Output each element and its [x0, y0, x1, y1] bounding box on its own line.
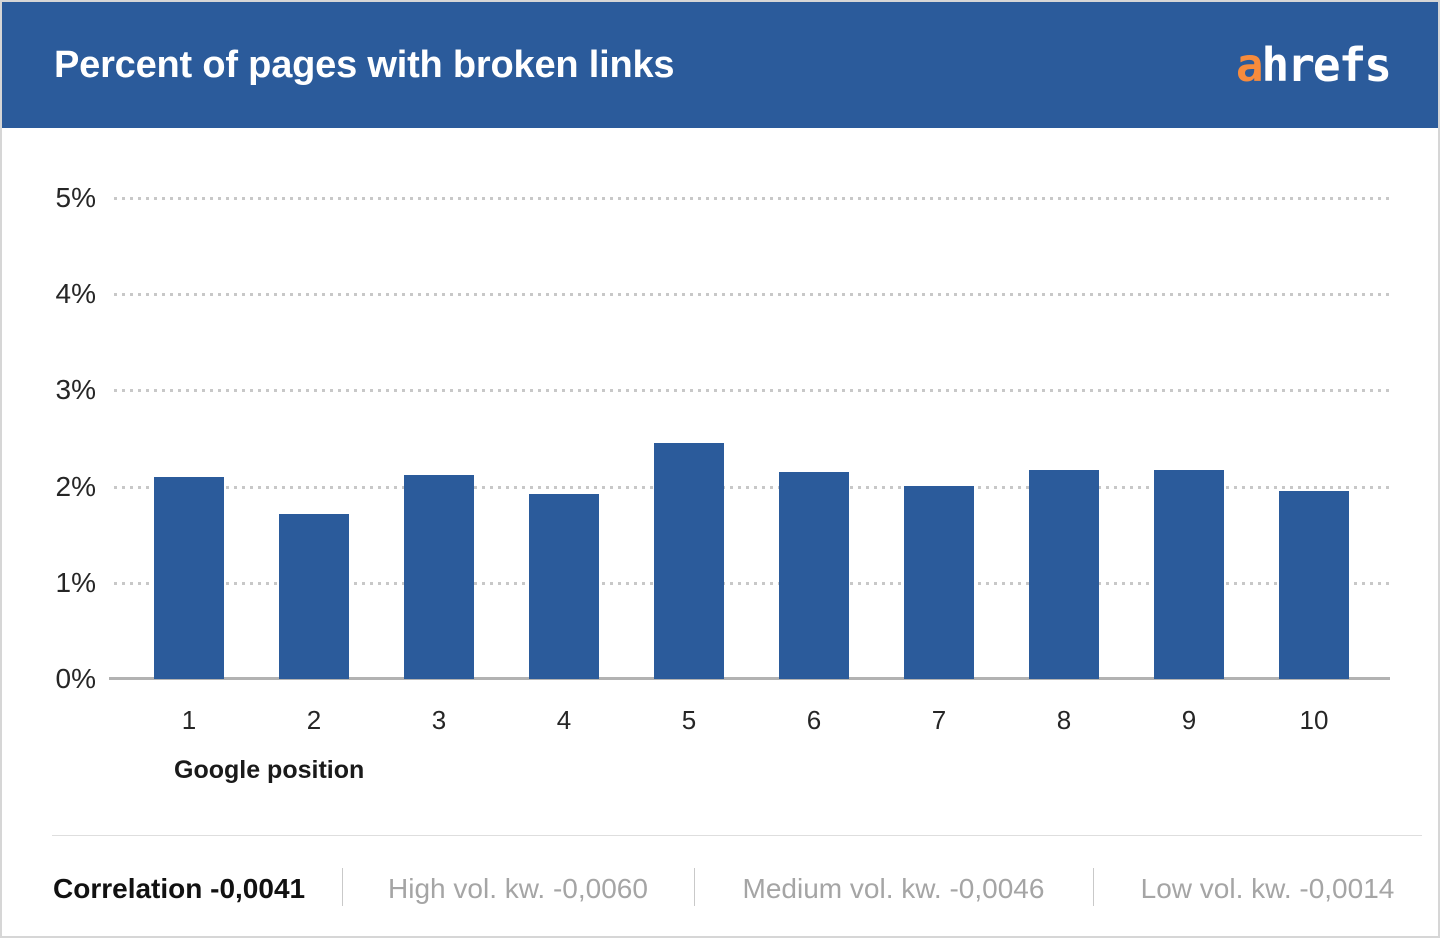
- high-volume-correlation: High vol. kw. -0,0060: [388, 873, 648, 904]
- y-tick-label: 0%: [55, 663, 96, 694]
- bar-position-5: [654, 443, 724, 679]
- ahrefs-logo-a: a: [1235, 38, 1264, 92]
- bar-position-4: [529, 494, 599, 679]
- x-tick-label: 4: [556, 705, 572, 735]
- correlation-footer: Correlation -0,0041 High vol. kw. -0,006…: [2, 860, 1438, 918]
- bar-position-9: [1154, 470, 1224, 679]
- gridline-2pct: [114, 485, 1390, 489]
- x-tick-label: 8: [1056, 705, 1072, 735]
- x-axis-title: Google position: [174, 756, 365, 784]
- x-tick-label: 3: [431, 705, 447, 735]
- footer-separator: [694, 868, 695, 906]
- y-tick-label: 2%: [55, 470, 96, 502]
- bar-position-3: [404, 475, 474, 679]
- bar-position-7: [904, 486, 974, 679]
- gridline-5pct: [114, 197, 1390, 200]
- x-tick-label: 5: [681, 705, 697, 735]
- bar-position-6: [779, 472, 849, 679]
- x-tick-label: 10: [1299, 705, 1329, 735]
- bar-chart: 0% 1% 2% 3% 4% 5% 1 2 3 4 5 6 7 8 9 10 Google position: [2, 128, 1438, 835]
- bar-position-2: [279, 514, 349, 679]
- ahrefs-logo: ahrefs: [1236, 42, 1392, 88]
- y-tick-label: 4%: [55, 278, 96, 310]
- gridline-1pct: [114, 581, 1390, 585]
- x-axis-line: [109, 677, 1390, 680]
- bar-position-8: [1029, 470, 1099, 679]
- x-tick-label: 7: [931, 705, 947, 735]
- ahrefs-logo-rest: hrefs: [1261, 38, 1392, 92]
- bar-position-10: [1279, 491, 1349, 679]
- bar-position-1: [154, 477, 224, 679]
- correlation-value: Correlation -0,0041: [53, 873, 306, 904]
- x-tick-label: 9: [1181, 705, 1197, 735]
- header-bar: Percent of pages with broken links ahref…: [2, 2, 1438, 128]
- footer-separator: [1093, 868, 1094, 906]
- y-tick-label: 3%: [55, 374, 96, 406]
- medium-volume-correlation: Medium vol. kw. -0,0046: [742, 873, 1045, 904]
- low-volume-correlation: Low vol. kw. -0,0014: [1140, 873, 1395, 904]
- x-tick-label: 1: [181, 705, 197, 735]
- y-tick-label: 1%: [55, 566, 96, 598]
- gridline-4pct: [114, 293, 1390, 297]
- footer-divider-line: [52, 835, 1422, 836]
- x-tick-label: 6: [806, 705, 822, 735]
- x-tick-label: 2: [306, 705, 322, 735]
- page-title: Percent of pages with broken links: [54, 43, 675, 86]
- y-tick-label: 5%: [55, 182, 96, 213]
- footer-separator: [342, 868, 343, 906]
- gridline-3pct: [114, 389, 1390, 393]
